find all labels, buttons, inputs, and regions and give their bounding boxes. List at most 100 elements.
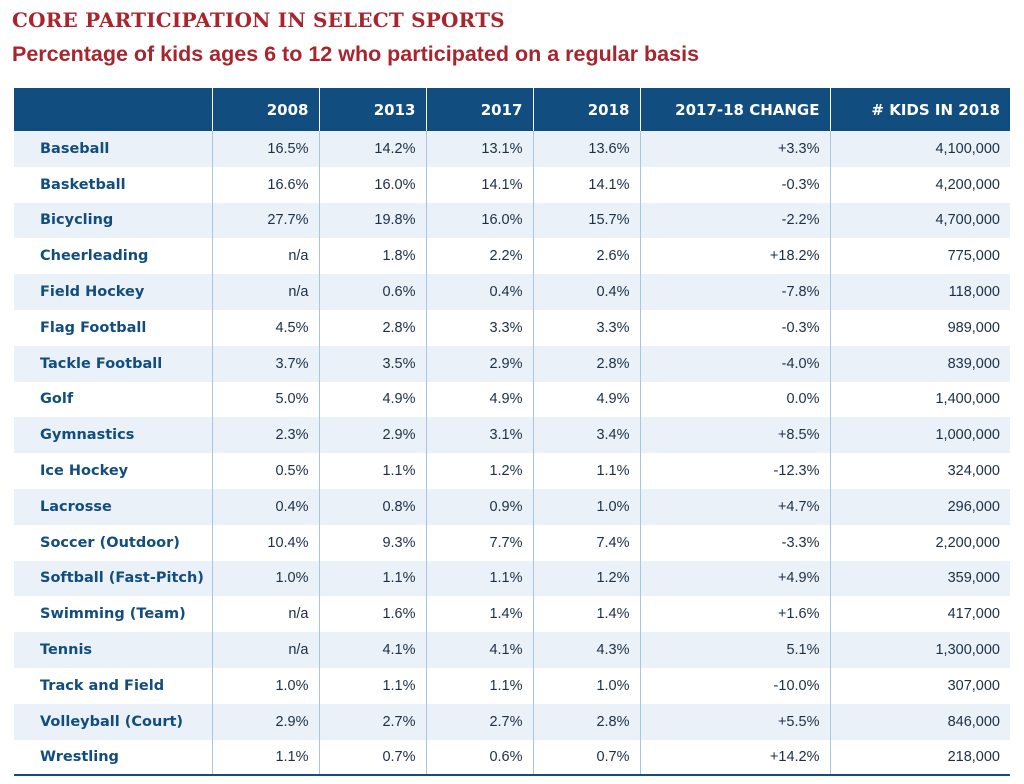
- table-row: Ice Hockey 0.5% 1.1% 1.2% 1.1% -12.3% 324,000: [14, 453, 1010, 489]
- table-row: Gymnastics 2.3% 2.9% 3.1% 3.4% +8.5% 1,000,000: [14, 417, 1010, 454]
- table-cell: 0.9%: [425, 488, 533, 525]
- table-cell: 7.7%: [425, 524, 533, 561]
- table-row: Tackle Football 3.7% 3.5% 2.9% 2.8% -4.0% 839,…: [14, 345, 1010, 382]
- sport-name: Field Hockey: [40, 284, 145, 301]
- table-row: Volleyball (Court) 2.9% 2.7% 2.7% 2.8% +5.5% 8…: [14, 703, 1010, 740]
- header-cell: 2013: [318, 88, 426, 131]
- table-cell: 2.8%: [532, 703, 640, 740]
- table-cell: 2.7%: [425, 703, 533, 740]
- table-cell: 1.1%: [425, 560, 533, 597]
- table-cell: 0.6%: [318, 274, 426, 310]
- table-row: Wrestling 1.1% 0.7% 0.6% 0.7% +14.2% 218,000: [14, 739, 1010, 777]
- sport-name: Bicycling: [40, 212, 114, 229]
- table-cell: 2.8%: [318, 309, 426, 346]
- sport-name: Tackle Football: [40, 355, 163, 372]
- table-cell: -0.3%: [639, 309, 830, 346]
- table-cell: 307,000: [829, 667, 1010, 704]
- table-cell: 2,200,000: [829, 524, 1010, 561]
- table-row: Bicycling 27.7% 19.8% 16.0% 15.7% -2.2% 4,700,…: [14, 202, 1010, 239]
- table-cell: 16.6%: [211, 166, 319, 203]
- table-cell: 324,000: [829, 453, 1010, 489]
- table-cell: 14.1%: [425, 166, 533, 203]
- table-cell: 4.9%: [318, 381, 426, 418]
- sport-name: Tennis: [40, 642, 93, 659]
- table-cell: -0.3%: [639, 166, 830, 203]
- chart-subtitle: Percentage of kids ages 6 to 12 who part…: [12, 42, 700, 66]
- table-cell: 15.7%: [532, 202, 640, 239]
- table-cell: 2.3%: [211, 417, 319, 454]
- table-cell: 4.9%: [532, 381, 640, 418]
- table-cell: 4.5%: [211, 309, 319, 346]
- table-cell: 0.5%: [211, 453, 319, 489]
- sport-name: Ice Hockey: [40, 463, 129, 480]
- table-cell: 16.5%: [211, 131, 319, 167]
- table-cell: 14.1%: [532, 166, 640, 203]
- table-cell: 4.9%: [425, 381, 533, 418]
- table-cell: 1.1%: [211, 739, 319, 777]
- table-cell: 7.4%: [532, 524, 640, 561]
- header-sport: [14, 88, 212, 131]
- table-cell: 296,000: [829, 488, 1010, 525]
- table-row: Track and Field 1.0% 1.1% 1.1% 1.0% -10.0% 307…: [14, 667, 1010, 704]
- table-cell: 14.2%: [318, 131, 426, 167]
- table-cell: 0.7%: [532, 739, 640, 777]
- table-cell: 5.0%: [211, 381, 319, 418]
- table-cell: 1.1%: [532, 453, 640, 489]
- header-cell: 2017-18 CHANGE: [639, 88, 830, 131]
- table-cell: 3.5%: [318, 345, 426, 382]
- table-cell: 2.9%: [318, 417, 426, 454]
- table-cell: 1.0%: [532, 667, 640, 704]
- table-cell: 1.4%: [532, 596, 640, 633]
- table-cell: 16.0%: [318, 166, 426, 203]
- table-cell: 1.0%: [532, 488, 640, 525]
- table-cell: 4,200,000: [829, 166, 1010, 203]
- table-cell: 4,700,000: [829, 202, 1010, 239]
- sport-name: Gymnastics: [40, 427, 135, 444]
- table-cell: +5.5%: [639, 703, 830, 740]
- table-cell: +3.3%: [639, 131, 830, 167]
- table-cell: 5.1%: [639, 632, 830, 668]
- table-cell: 2.9%: [211, 703, 319, 740]
- table-cell: 0.4%: [532, 274, 640, 310]
- table-cell: 1,300,000: [829, 632, 1010, 668]
- table-cell: 359,000: [829, 560, 1010, 597]
- table-cell: 3.3%: [425, 309, 533, 346]
- participation-table: 2008 2013 2017 2018 2017-18 CHANGE # KIDS IN …: [14, 88, 1010, 777]
- sport-name: Basketball: [40, 176, 126, 193]
- table-row: Swimming (Team) n/a 1.6% 1.4% 1.4% +1.6% 417,0…: [14, 596, 1010, 633]
- table-cell: n/a: [211, 274, 319, 310]
- header-cell: 2018: [532, 88, 640, 131]
- table-cell: 3.4%: [532, 417, 640, 454]
- header-cell: 2017: [425, 88, 533, 131]
- table-cell: -3.3%: [639, 524, 830, 561]
- table-cell: -7.8%: [639, 274, 830, 310]
- table-cell: 9.3%: [318, 524, 426, 561]
- table-row: Tennis n/a 4.1% 4.1% 4.3% 5.1% 1,300,000: [14, 632, 1010, 668]
- table-cell: 2.7%: [318, 703, 426, 740]
- table-cell: 16.0%: [425, 202, 533, 239]
- header-cell: 2008: [211, 88, 319, 131]
- table-row: Field Hockey n/a 0.6% 0.4% 0.4% -7.8% 118,000: [14, 274, 1010, 310]
- table-cell: -12.3%: [639, 453, 830, 489]
- table-cell: 4.1%: [318, 632, 426, 668]
- table-cell: 1.1%: [318, 560, 426, 597]
- table-cell: +14.2%: [639, 739, 830, 777]
- table-cell: 27.7%: [211, 202, 319, 239]
- table-row: Cheerleading n/a 1.8% 2.2% 2.6% +18.2% 775,000: [14, 238, 1010, 275]
- table-cell: 1.1%: [318, 667, 426, 704]
- sport-name: Volleyball (Court): [40, 713, 184, 730]
- table-cell: 0.7%: [318, 739, 426, 777]
- table-cell: 4,100,000: [829, 131, 1010, 167]
- table-cell: -10.0%: [639, 667, 830, 704]
- table-cell: +4.7%: [639, 488, 830, 525]
- table-cell: 0.0%: [639, 381, 830, 418]
- table-row: Golf 5.0% 4.9% 4.9% 4.9% 0.0% 1,400,000: [14, 381, 1010, 418]
- sport-name: Soccer (Outdoor): [40, 534, 180, 551]
- table-cell: 118,000: [829, 274, 1010, 310]
- table-cell: 1.1%: [425, 667, 533, 704]
- table-row: Lacrosse 0.4% 0.8% 0.9% 1.0% +4.7% 296,000: [14, 488, 1010, 525]
- table-cell: 1.8%: [318, 238, 426, 275]
- table-cell: +8.5%: [639, 417, 830, 454]
- header-cell: # KIDS IN 2018: [829, 88, 1010, 131]
- table-cell: 1.0%: [211, 560, 319, 597]
